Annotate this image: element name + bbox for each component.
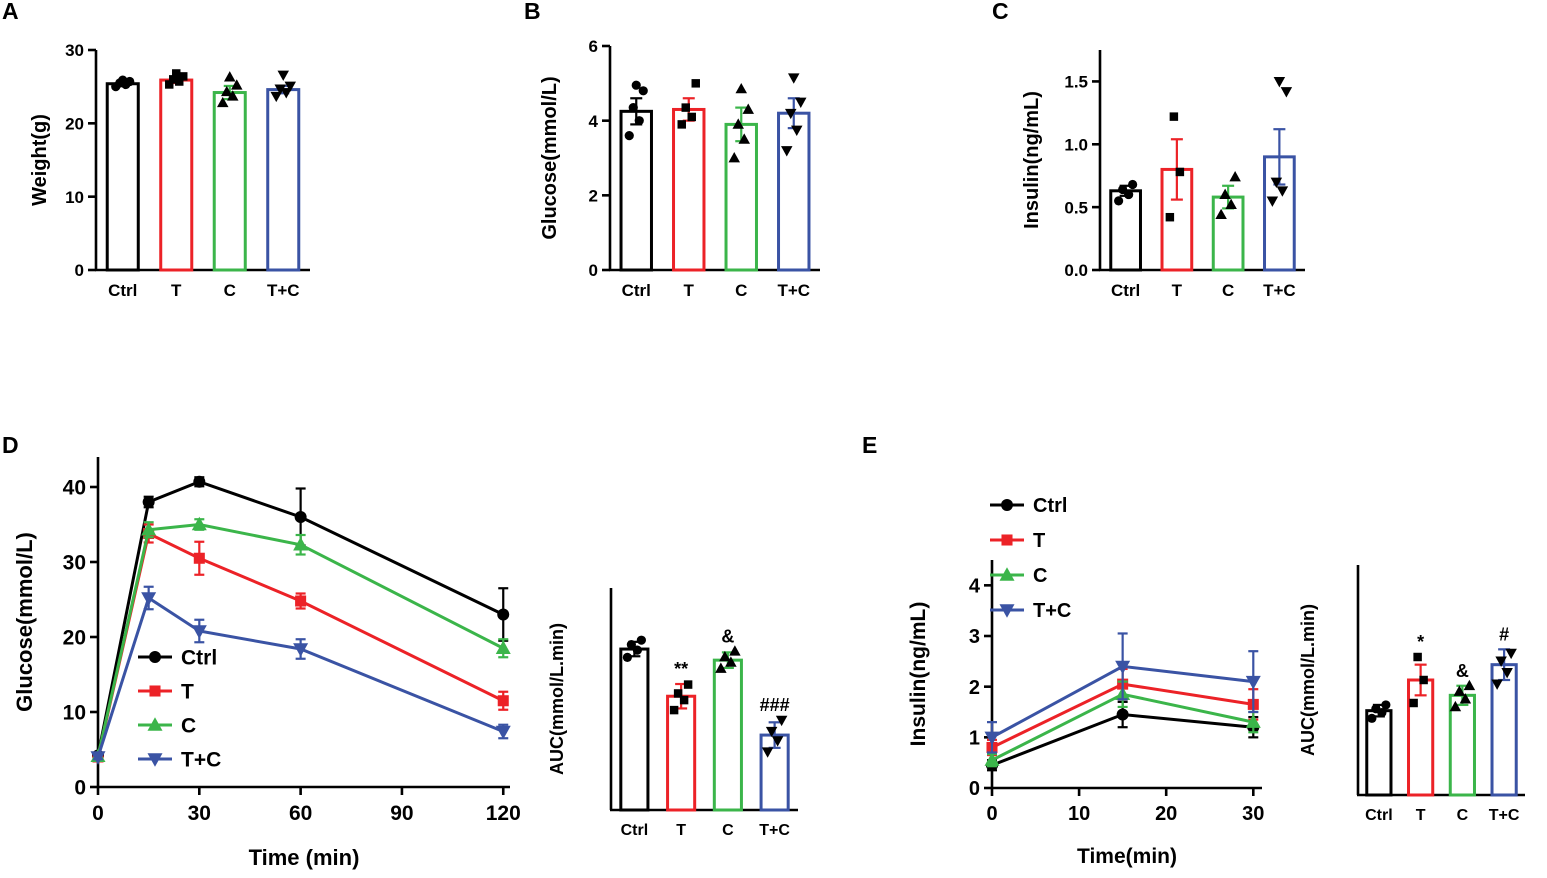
panel-label-a: A: [2, 0, 19, 24]
panel-label-c: C: [992, 0, 1009, 24]
svg-text:0.5: 0.5: [1064, 198, 1088, 217]
svg-text:Ctrl: Ctrl: [108, 281, 137, 300]
svg-text:T: T: [684, 281, 695, 300]
svg-text:C: C: [722, 822, 734, 839]
svg-text:Ctrl: Ctrl: [181, 647, 217, 670]
svg-text:0: 0: [74, 777, 86, 800]
panel-b-glucose-bar-chart: 0 2 4 6 Glucose(mmol/L) Ctrl T C T+C: [539, 22, 835, 322]
svg-text:*: *: [1417, 632, 1424, 652]
svg-text:T: T: [171, 281, 182, 300]
svg-text:T+C: T+C: [759, 822, 790, 839]
svg-text:0: 0: [92, 802, 104, 825]
svg-text:Ctrl: Ctrl: [1365, 807, 1393, 824]
svg-text:Ctrl: Ctrl: [621, 822, 649, 839]
svg-text:&: &: [1456, 661, 1469, 681]
panel-d-glucose-line-chart: 0 10 20 30 40 0 30 60 90 120 Time (min) Glucose(mmo…: [10, 445, 540, 875]
svg-text:3: 3: [969, 626, 980, 648]
svg-text:0: 0: [589, 261, 598, 280]
svg-text:AUC(mmol/L.min): AUC(mmol/L.min): [1300, 604, 1318, 756]
svg-text:20: 20: [1155, 803, 1177, 825]
svg-text:0: 0: [986, 803, 997, 825]
svg-text:30: 30: [188, 802, 211, 825]
svg-text:&: &: [721, 626, 734, 646]
svg-text:T+C: T+C: [1263, 281, 1296, 300]
svg-text:Time(min): Time(min): [1077, 845, 1177, 868]
chart-svg-D: 0 10 20 30 40 0 30 60 90 120 Time (min) Glucose(mmo…: [12, 457, 521, 870]
svg-text:1.0: 1.0: [1064, 135, 1088, 154]
svg-text:T+C: T+C: [777, 281, 810, 300]
panel-d-auc-bar-chart: AUC(mmol/L.min) Ctrl T ** C & T+C ###: [545, 570, 810, 860]
svg-text:90: 90: [390, 802, 413, 825]
svg-text:T: T: [1172, 281, 1183, 300]
svg-text:30: 30: [65, 41, 84, 60]
svg-text:#: #: [1499, 624, 1509, 644]
svg-text:6: 6: [589, 37, 598, 56]
svg-text:Glucose(mmol/L): Glucose(mmol/L): [12, 532, 37, 712]
panel-a-weight-bar-chart: 0 10 20 30 Weight(g) Ctrl T C T+C: [28, 22, 328, 322]
svg-text:T: T: [1416, 807, 1426, 824]
svg-text:40: 40: [63, 477, 86, 500]
svg-text:1.5: 1.5: [1064, 73, 1088, 92]
svg-text:30: 30: [63, 552, 86, 575]
panel-e-insulin-line-chart: 0 1 2 3 4 0 10 20 30 Time(min) Insulin(ng/mL) Ctrl T…: [905, 448, 1295, 873]
chart-svg-B: 0 2 4 6 Glucose(mmol/L) Ctrl T C T+C: [539, 37, 820, 300]
panel-label-b: B: [524, 0, 541, 24]
chart-svg-C: 0.0 0.5 1.0 1.5 Insulin(ng/mL) Ctrl T C T+C: [1021, 50, 1305, 300]
chart-svg-E: 0 1 2 3 4 0 10 20 30 Time(min) Insulin(ng/mL) Ctrl T…: [907, 495, 1264, 868]
svg-text:0: 0: [75, 261, 84, 280]
svg-text:Weight(g): Weight(g): [29, 114, 51, 206]
svg-text:0.0: 0.0: [1064, 261, 1088, 280]
chart-svg-A: 0 10 20 30 Weight(g) Ctrl T C T+C: [29, 41, 310, 300]
svg-text:20: 20: [65, 114, 84, 133]
svg-text:120: 120: [486, 802, 521, 825]
svg-text:Insulin(ng/mL): Insulin(ng/mL): [907, 602, 930, 747]
svg-text:10: 10: [1068, 803, 1090, 825]
svg-text:C: C: [181, 715, 196, 738]
chart-svg-D_AUC: AUC(mmol/L.min) Ctrl T ** C & T+C ###: [547, 588, 798, 839]
svg-text:###: ###: [760, 695, 790, 715]
svg-text:T+C: T+C: [181, 749, 221, 772]
svg-text:Ctrl: Ctrl: [1033, 495, 1067, 517]
svg-text:C: C: [1222, 281, 1234, 300]
svg-text:C: C: [1457, 807, 1469, 824]
svg-text:60: 60: [289, 802, 312, 825]
svg-text:**: **: [674, 659, 688, 679]
svg-text:1: 1: [969, 728, 980, 750]
svg-text:C: C: [1033, 565, 1047, 587]
svg-text:T+C: T+C: [1033, 600, 1071, 622]
chart-svg-E_AUC: AUC(mmol/L.min) Ctrl T * C & T+C #: [1298, 565, 1525, 824]
svg-text:10: 10: [63, 702, 86, 725]
svg-text:T: T: [1033, 530, 1045, 552]
svg-text:0: 0: [969, 778, 980, 800]
svg-text:Glucose(mmol/L): Glucose(mmol/L): [540, 76, 561, 239]
svg-text:30: 30: [1242, 803, 1264, 825]
svg-text:T+C: T+C: [267, 281, 300, 300]
svg-text:Time (min): Time (min): [249, 845, 360, 870]
panel-label-d: D: [2, 432, 19, 458]
svg-text:Insulin(ng/mL): Insulin(ng/mL): [1021, 91, 1043, 229]
svg-text:10: 10: [65, 188, 84, 207]
svg-text:C: C: [735, 281, 747, 300]
svg-text:Ctrl: Ctrl: [1111, 281, 1140, 300]
svg-text:Ctrl: Ctrl: [622, 281, 651, 300]
svg-text:T: T: [181, 681, 194, 704]
svg-text:20: 20: [63, 627, 86, 650]
svg-text:4: 4: [589, 112, 599, 131]
panel-e-auc-bar-chart: AUC(mmol/L.min) Ctrl T * C & T+C #: [1298, 545, 1535, 845]
svg-text:AUC(mmol/L.min): AUC(mmol/L.min): [547, 623, 567, 775]
svg-text:C: C: [224, 281, 236, 300]
panel-label-e: E: [862, 432, 878, 458]
svg-text:4: 4: [969, 576, 981, 598]
panel-c-insulin-bar-chart: 0.0 0.5 1.0 1.5 Insulin(ng/mL) Ctrl T C T+C: [1020, 22, 1320, 322]
svg-text:2: 2: [969, 677, 980, 699]
svg-text:2: 2: [589, 186, 598, 205]
svg-text:T+C: T+C: [1489, 807, 1520, 824]
svg-text:T: T: [676, 822, 686, 839]
